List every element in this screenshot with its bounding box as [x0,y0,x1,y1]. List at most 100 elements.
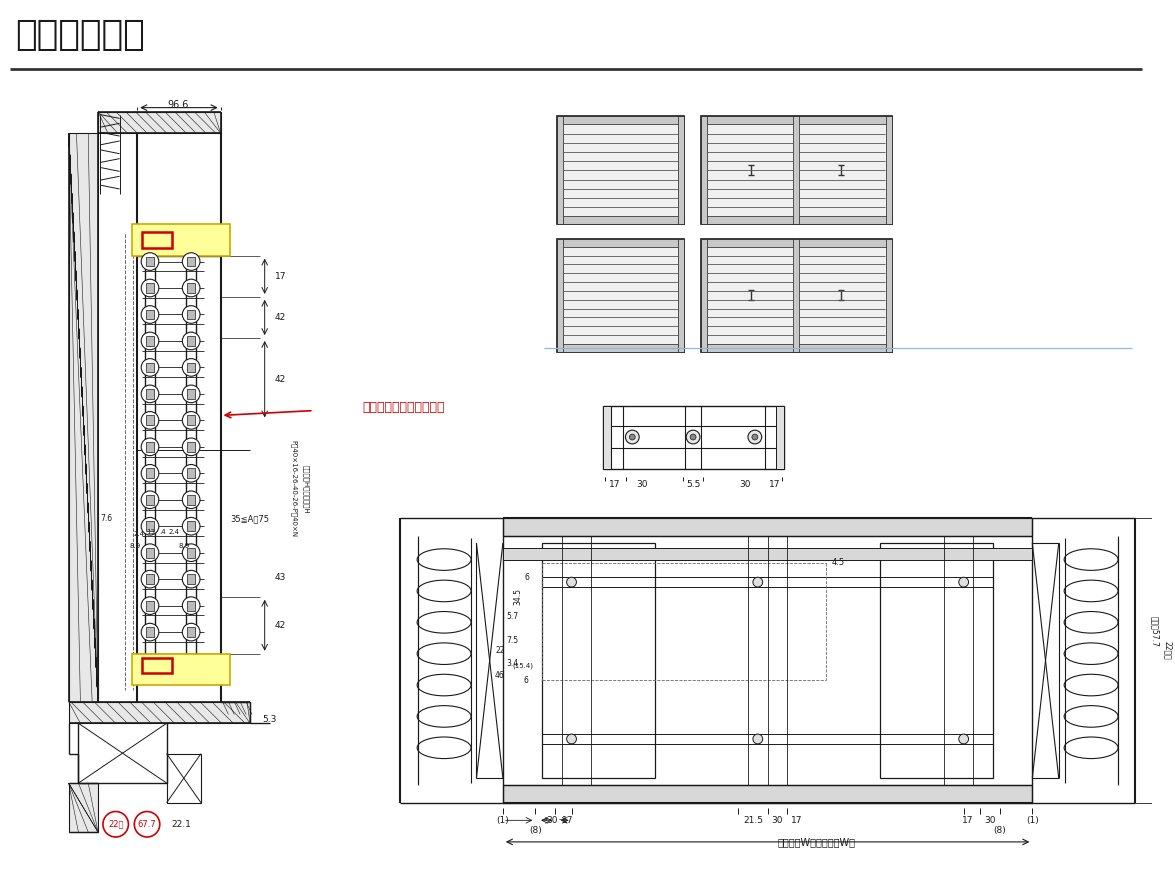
Bar [557,117,563,225]
Bar [557,239,684,246]
Text: 5.5: 5.5 [686,480,700,488]
Text: 30: 30 [637,480,647,488]
Bar [187,283,195,293]
Bar [603,406,611,469]
Bar [701,217,892,225]
Text: 2.4: 2.4 [134,531,145,537]
Bar [187,627,195,637]
Text: →: → [559,817,565,824]
Bar [187,574,195,584]
Bar [142,232,172,248]
Text: 42: 42 [275,621,286,630]
Circle shape [182,491,200,509]
Text: 8.9: 8.9 [129,543,141,549]
Text: 30: 30 [985,816,996,825]
Circle shape [752,434,758,440]
Text: 22以: 22以 [108,820,123,829]
Text: 35≦A＜75: 35≦A＜75 [230,514,269,523]
Circle shape [690,434,696,440]
Bar [701,117,892,125]
Text: 22以上: 22以上 [1163,641,1173,660]
Bar [142,658,172,674]
Circle shape [566,577,577,587]
Text: 30: 30 [546,816,558,825]
Circle shape [753,577,763,587]
Bar [187,362,195,373]
Bar [146,416,154,425]
Bar [146,389,154,399]
Bar [146,362,154,373]
Text: 96.6: 96.6 [168,100,189,110]
Text: 67.7: 67.7 [137,820,156,829]
Circle shape [182,385,200,403]
Text: 6: 6 [525,573,530,581]
Text: 額縁内法H＝引き違いH: 額縁内法H＝引き違いH [302,465,309,513]
Bar [133,225,230,256]
Circle shape [630,434,636,440]
Bar [557,117,684,125]
Bar [146,257,154,267]
Circle shape [141,597,159,615]
Text: (8): (8) [529,825,542,835]
Text: 4.5: 4.5 [831,558,845,567]
Circle shape [141,570,159,588]
Bar [557,239,684,352]
Bar [678,117,684,225]
Bar [187,521,195,531]
Circle shape [141,624,159,641]
Bar [68,702,250,724]
Bar [701,344,892,352]
Bar [503,518,1033,536]
Text: .4: .4 [160,529,166,535]
Bar [557,117,684,225]
Bar [557,239,563,352]
Bar [146,495,154,504]
Circle shape [625,430,639,444]
Circle shape [686,430,700,444]
Text: →: → [542,817,548,824]
Circle shape [182,570,200,588]
Text: 2.4: 2.4 [169,529,180,535]
Circle shape [182,597,200,615]
Text: 30: 30 [772,816,784,825]
Text: 7.6: 7.6 [101,514,113,523]
Circle shape [182,359,200,376]
Text: 8.9: 8.9 [179,543,190,549]
Circle shape [141,491,159,509]
Bar [146,627,154,637]
Text: 17: 17 [609,480,620,488]
Circle shape [182,624,200,641]
Bar [133,653,230,685]
Circle shape [141,359,159,376]
Text: 42: 42 [275,313,286,322]
Circle shape [182,517,200,535]
Bar [187,336,195,346]
Bar [146,601,154,610]
Bar [146,336,154,346]
Circle shape [182,253,200,270]
Bar [880,543,993,778]
Bar [68,783,98,832]
Text: 17: 17 [562,816,573,825]
Text: 43: 43 [275,573,286,581]
Text: (8): (8) [994,825,1006,835]
Circle shape [141,411,159,429]
Bar [146,468,154,478]
Bar [187,495,195,504]
Text: 6: 6 [523,675,528,685]
Text: 下枕＝57.7: 下枕＝57.7 [1150,616,1160,646]
Bar [503,548,1033,560]
Circle shape [753,734,763,744]
Circle shape [566,734,577,744]
Bar [146,548,154,558]
Bar [503,785,1033,802]
Text: 22: 22 [495,646,505,655]
Bar [542,543,654,778]
Text: 17: 17 [791,816,803,825]
Text: 46: 46 [495,671,505,680]
Circle shape [182,332,200,350]
Bar [98,111,221,133]
Text: 17: 17 [275,272,286,281]
Circle shape [141,465,159,482]
Text: 7.5: 7.5 [506,637,519,645]
